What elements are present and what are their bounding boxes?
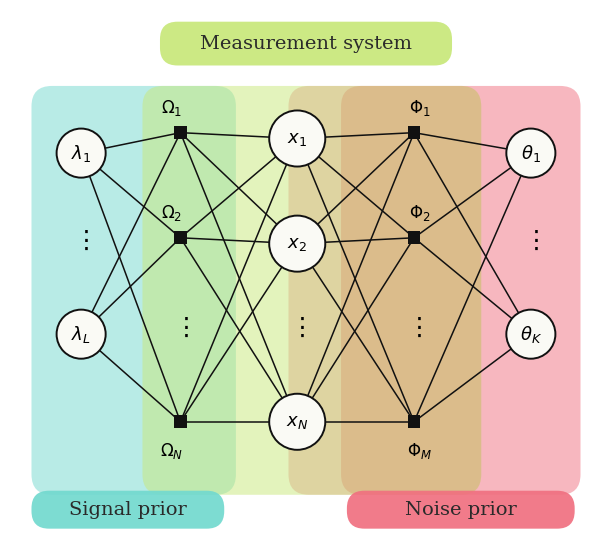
Text: $\vdots$: $\vdots$	[406, 316, 422, 340]
Text: $\Omega_1$: $\Omega_1$	[161, 98, 182, 118]
Text: $\vdots$: $\vdots$	[289, 316, 305, 340]
FancyBboxPatch shape	[31, 491, 224, 529]
FancyBboxPatch shape	[288, 86, 481, 495]
Text: $\vdots$: $\vdots$	[173, 316, 188, 340]
Bar	[174, 231, 187, 244]
Text: $\Omega_2$: $\Omega_2$	[161, 203, 182, 223]
Text: $\theta_1$: $\theta_1$	[521, 143, 541, 163]
Bar	[174, 126, 187, 139]
Circle shape	[269, 111, 325, 167]
FancyBboxPatch shape	[143, 86, 481, 495]
FancyBboxPatch shape	[160, 22, 452, 66]
Text: $\vdots$: $\vdots$	[523, 229, 539, 253]
Circle shape	[506, 129, 556, 178]
Circle shape	[269, 394, 325, 450]
Circle shape	[506, 310, 556, 359]
Circle shape	[56, 129, 106, 178]
Text: $\Phi_2$: $\Phi_2$	[409, 203, 431, 223]
Text: $\Phi_1$: $\Phi_1$	[409, 98, 431, 118]
FancyBboxPatch shape	[347, 491, 575, 529]
Bar	[408, 126, 420, 139]
Text: $\Phi_M$: $\Phi_M$	[408, 441, 433, 461]
Text: $x_2$: $x_2$	[287, 234, 307, 253]
Text: $\vdots$: $\vdots$	[73, 229, 89, 253]
Text: $x_N$: $x_N$	[286, 413, 308, 431]
Text: Signal prior: Signal prior	[69, 501, 187, 519]
Bar	[408, 415, 420, 428]
Bar	[408, 231, 420, 244]
Text: Noise prior: Noise prior	[405, 501, 517, 519]
Bar	[174, 415, 187, 428]
FancyBboxPatch shape	[341, 86, 581, 495]
Circle shape	[56, 310, 106, 359]
Text: $\Omega_N$: $\Omega_N$	[160, 441, 184, 461]
FancyBboxPatch shape	[31, 86, 236, 495]
Text: $\lambda_1$: $\lambda_1$	[71, 143, 91, 163]
Text: $\theta_K$: $\theta_K$	[520, 324, 542, 344]
Text: Measurement system: Measurement system	[200, 35, 412, 52]
Circle shape	[269, 216, 325, 272]
Text: $x_1$: $x_1$	[287, 130, 307, 147]
Text: $\lambda_L$: $\lambda_L$	[71, 324, 91, 344]
